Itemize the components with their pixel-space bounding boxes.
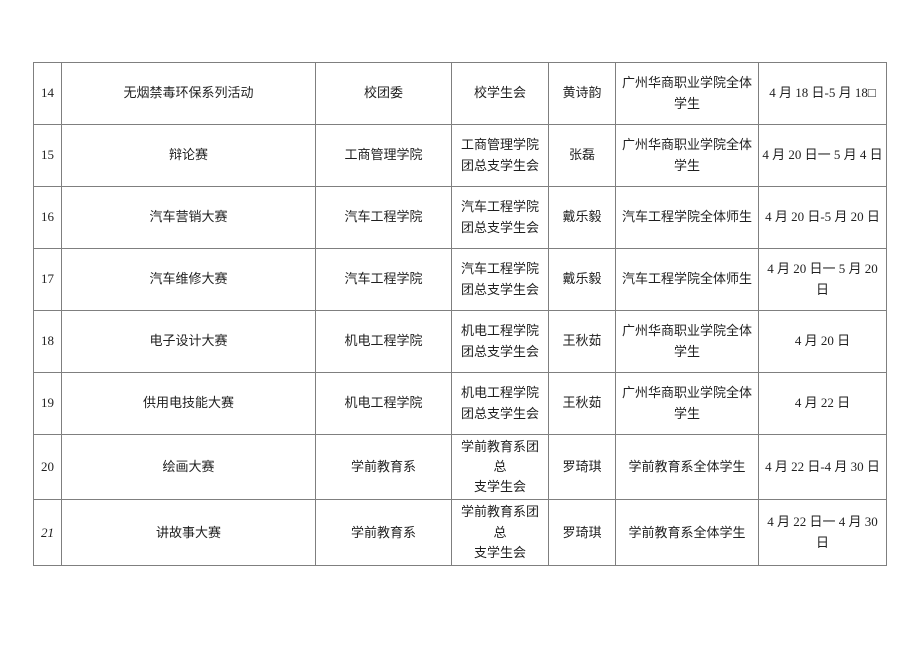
cell-organizer: 机电工程学院 [315,372,452,435]
cell-participants: 广州华商职业学院全体 学生 [615,372,759,435]
table-row: 14 无烟禁毒环保系列活动 校团委 校学生会 黄诗韵 广州华商职业学院全体 学生… [33,62,887,125]
cell-organizer: 学前教育系 [315,499,452,566]
cell-date: 4 月 20 日一 5 月 4 日 [758,124,887,187]
cell-date: 4 月 20 日 [758,310,887,373]
table-row: 15 辩论赛 工商管理学院 工商管理学院 团总支学生会 张磊 广州华商职业学院全… [33,124,887,187]
table-row: 17 汽车维修大赛 汽车工程学院 汽车工程学院 团总支学生会 戴乐毅 汽车工程学… [33,248,887,311]
cell-activity-name: 无烟禁毒环保系列活动 [61,62,316,125]
cell-number: 19 [33,372,62,435]
cell-organizer: 汽车工程学院 [315,186,452,249]
cell-participants: 广州华商职业学院全体 学生 [615,124,759,187]
cell-organizer: 机电工程学院 [315,310,452,373]
table-row: 16 汽车营销大赛 汽车工程学院 汽车工程学院 团总支学生会 戴乐毅 汽车工程学… [33,186,887,249]
cell-organizer: 学前教育系 [315,433,452,501]
cell-number: 20 [33,433,62,501]
cell-activity-name: 辩论赛 [61,124,316,187]
cell-organizer: 工商管理学院 [315,124,452,187]
cell-participants: 汽车工程学院全体师生 [615,186,759,249]
cell-co-organizer: 汽车工程学院 团总支学生会 [451,248,549,311]
cell-number: 17 [33,248,62,311]
cell-co-organizer: 汽车工程学院 团总支学生会 [451,186,549,249]
cell-contact-person: 王秋茹 [548,310,616,373]
cell-date: 4 月 22 日 [758,372,887,435]
cell-participants: 广州华商职业学院全体 学生 [615,62,759,125]
cell-contact-person: 戴乐毅 [548,248,616,311]
cell-contact-person: 罗琦琪 [548,499,616,566]
cell-contact-person: 戴乐毅 [548,186,616,249]
cell-number: 18 [33,310,62,373]
cell-date: 4 月 22 日-4 月 30 日 [758,433,887,501]
cell-participants: 汽车工程学院全体师生 [615,248,759,311]
cell-participants: 学前教育系全体学生 [615,433,759,501]
cell-activity-name: 汽车维修大赛 [61,248,316,311]
cell-date: 4 月 20 日-5 月 20 日 [758,186,887,249]
cell-number: 15 [33,124,62,187]
cell-contact-person: 王秋茹 [548,372,616,435]
cell-participants: 广州华商职业学院全体 学生 [615,310,759,373]
cell-activity-name: 供用电技能大赛 [61,372,316,435]
cell-co-organizer: 工商管理学院 团总支学生会 [451,124,549,187]
cell-activity-name: 电子设计大赛 [61,310,316,373]
cell-number: 21 [33,499,62,566]
cell-participants: 学前教育系全体学生 [615,499,759,566]
cell-co-organizer: 校学生会 [451,62,549,125]
cell-activity-name: 讲故事大赛 [61,499,316,566]
cell-date: 4 月 18 日-5 月 18□ [758,62,887,125]
cell-activity-name: 绘画大赛 [61,433,316,501]
table-row: 19 供用电技能大赛 机电工程学院 机电工程学院 团总支学生会 王秋茹 广州华商… [33,372,887,435]
cell-contact-person: 罗琦琪 [548,433,616,501]
table-row: 20 绘画大赛 学前教育系 学前教育系团总 支学生会 罗琦琪 学前教育系全体学生… [33,433,887,501]
table-row: 21 讲故事大赛 学前教育系 学前教育系团总 支学生会 罗琦琪 学前教育系全体学… [33,499,887,566]
cell-co-organizer: 学前教育系团总 支学生会 [451,499,549,566]
cell-organizer: 校团委 [315,62,452,125]
cell-number: 16 [33,186,62,249]
cell-co-organizer: 机电工程学院 团总支学生会 [451,310,549,373]
table-row: 18 电子设计大赛 机电工程学院 机电工程学院 团总支学生会 王秋茹 广州华商职… [33,310,887,373]
cell-activity-name: 汽车营销大赛 [61,186,316,249]
cell-co-organizer: 学前教育系团总 支学生会 [451,433,549,501]
cell-contact-person: 黄诗韵 [548,62,616,125]
cell-date: 4 月 22 日一 4 月 30 日 [758,499,887,566]
activity-schedule-table: 14 无烟禁毒环保系列活动 校团委 校学生会 黄诗韵 广州华商职业学院全体 学生… [33,62,887,566]
cell-number: 14 [33,62,62,125]
cell-organizer: 汽车工程学院 [315,248,452,311]
cell-contact-person: 张磊 [548,124,616,187]
cell-co-organizer: 机电工程学院 团总支学生会 [451,372,549,435]
cell-date: 4 月 20 日一 5 月 20 日 [758,248,887,311]
